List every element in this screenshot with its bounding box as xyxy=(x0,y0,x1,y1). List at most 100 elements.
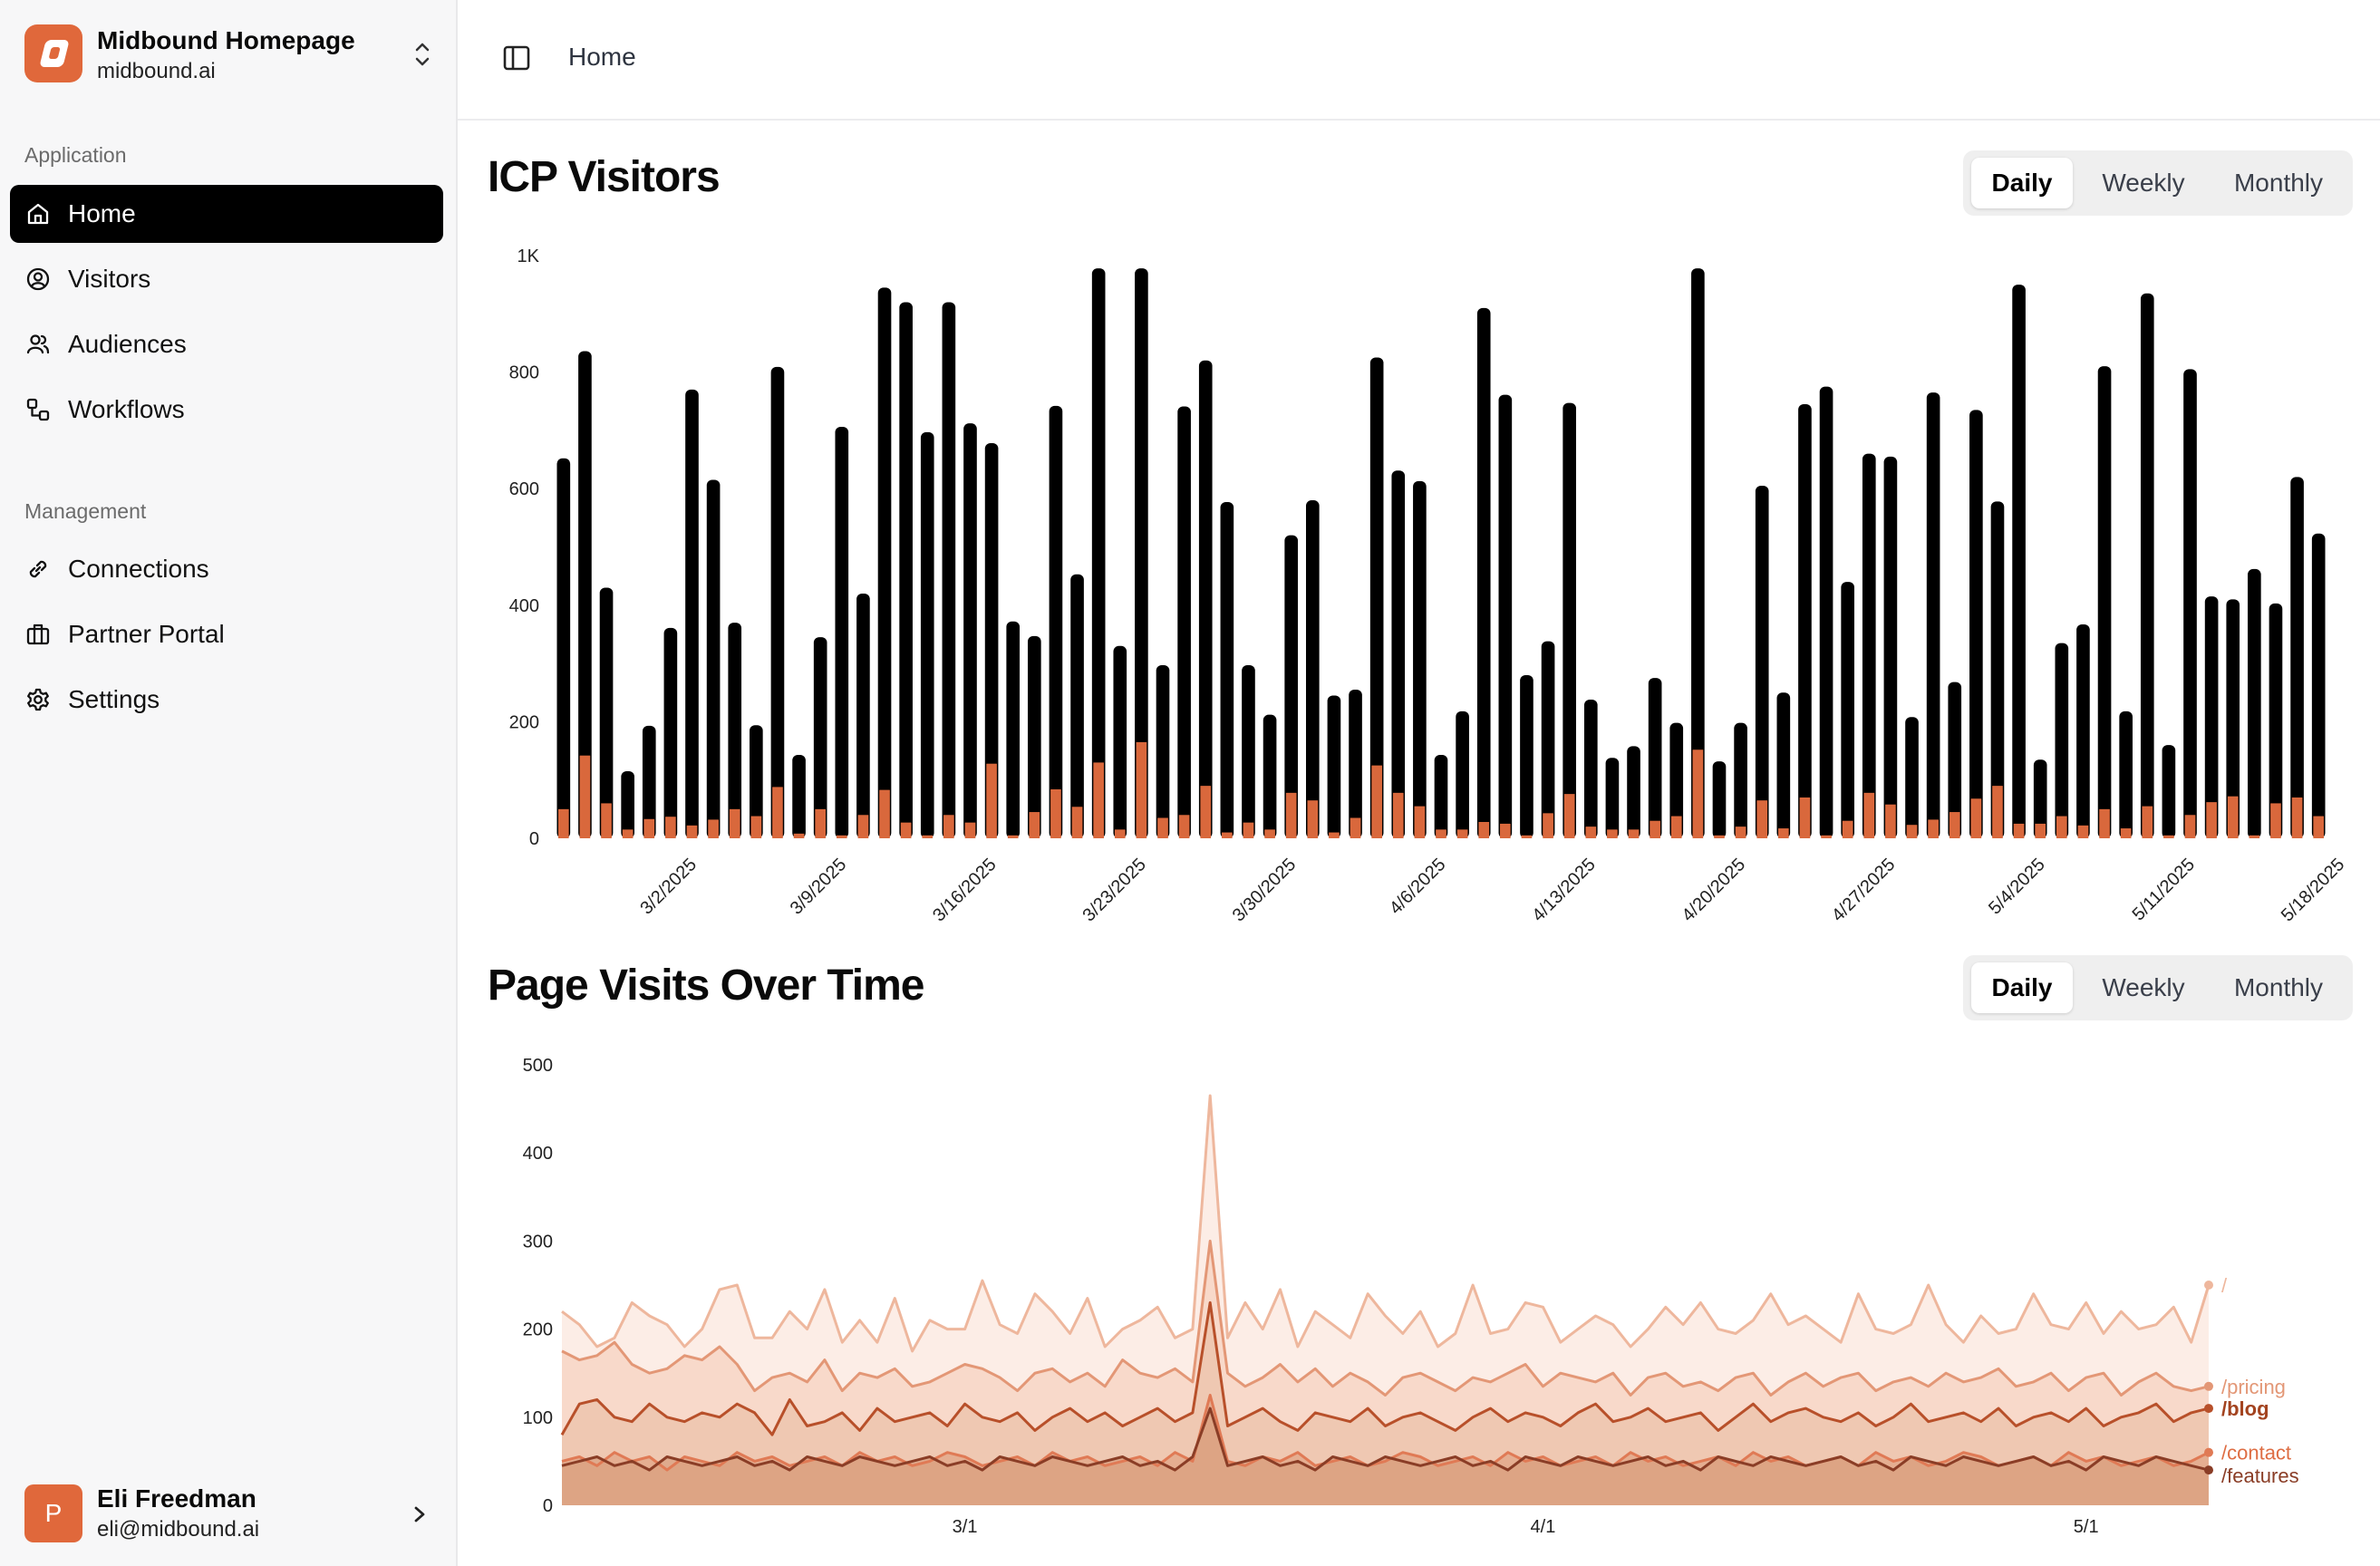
bar-icp xyxy=(1007,835,1019,838)
bar-total xyxy=(2012,285,2026,838)
bar-icp xyxy=(2206,802,2217,838)
series-line xyxy=(561,1094,2211,1353)
period-weekly-button[interactable]: Weekly xyxy=(2102,973,2185,1001)
x-tick-label: 4/1 xyxy=(1531,1517,1556,1537)
x-tick-label: 4/6/2025 xyxy=(1386,855,1450,919)
series-end-point xyxy=(2204,1381,2213,1391)
bar-total xyxy=(856,593,870,838)
bar-icp xyxy=(1392,792,1404,838)
sidebar-item-connections[interactable]: Connections xyxy=(10,540,443,598)
bar-icp xyxy=(1650,820,1660,838)
bar-icp xyxy=(1285,792,1297,838)
bar-icp xyxy=(601,803,612,838)
bar-icp xyxy=(2291,797,2303,838)
sidebar-item-visitors[interactable]: Visitors xyxy=(10,250,443,308)
series-label: /features xyxy=(2221,1464,2299,1487)
bar-total xyxy=(1028,635,1041,838)
bar-icp xyxy=(1200,786,1212,838)
user-name: Eli Freedman xyxy=(97,1484,256,1513)
x-tick-label: 5/18/2025 xyxy=(2278,855,2347,925)
bar-icp xyxy=(708,819,719,838)
icp-visitors-chart: 0 200 400 600 800 1K 3/2/2025 3/9/2025 3/16/2025… xyxy=(509,246,2347,925)
series-end-point xyxy=(2204,1404,2213,1414)
period-monthly-button[interactable]: Monthly xyxy=(2233,169,2324,197)
period-weekly-button[interactable]: Weekly xyxy=(2102,169,2185,197)
series-area xyxy=(562,1302,2209,1505)
bar-total xyxy=(599,587,614,838)
period-daily-button[interactable]: Daily xyxy=(1971,962,2073,1013)
workspace-switcher[interactable]: Midbound Homepage midbound.ai xyxy=(24,24,441,86)
period-monthly-button[interactable]: Monthly xyxy=(2233,973,2324,1001)
sidebar-item-partner-portal[interactable]: Partner Portal xyxy=(10,605,443,663)
bar-icp xyxy=(1628,829,1640,838)
chevron-up-down-icon[interactable] xyxy=(411,38,434,71)
bar-icp xyxy=(1714,835,1725,838)
sidebar-item-audiences[interactable]: Audiences xyxy=(10,315,443,373)
bar-total xyxy=(1798,403,1812,838)
bar-icp xyxy=(1970,798,1982,838)
bar-icp xyxy=(2313,816,2325,838)
bar-icp xyxy=(836,835,847,838)
bar-total xyxy=(899,302,913,838)
x-tick-label: 5/4/2025 xyxy=(1985,855,2049,919)
bar-icp xyxy=(1885,804,1896,838)
bar-total xyxy=(1391,470,1406,838)
bar-total xyxy=(2097,366,2112,838)
bar-icp xyxy=(729,808,740,838)
bar-icp xyxy=(1670,816,1682,838)
x-tick-label: 3/16/2025 xyxy=(929,855,1000,925)
bar-icp xyxy=(2142,806,2153,838)
bar-icp xyxy=(2184,815,2196,838)
bar-total xyxy=(1305,500,1320,838)
sidebar-item-settings[interactable]: Settings xyxy=(10,671,443,729)
bar-total xyxy=(2248,568,2261,838)
x-tick-label: 5/11/2025 xyxy=(2129,855,2199,924)
y-tick-label: 500 xyxy=(523,1056,553,1076)
bar-total xyxy=(1712,761,1727,838)
period-daily-button[interactable]: Daily xyxy=(1971,158,2073,208)
bar-total xyxy=(2269,603,2283,838)
bar-icp xyxy=(1456,829,1468,838)
y-tick-label: 200 xyxy=(523,1320,553,1340)
y-tick-label: 800 xyxy=(509,363,539,383)
breadcrumb[interactable]: Home xyxy=(568,43,636,71)
bar-icp xyxy=(1329,832,1340,838)
bar-icp xyxy=(1992,786,2003,838)
bar-icp xyxy=(1050,788,1061,838)
sidebar-item-home[interactable]: Home xyxy=(10,185,443,243)
bar-icp xyxy=(1585,826,1597,838)
page-visits-title: Page Visits Over Time xyxy=(488,962,924,1010)
bar-total xyxy=(1177,406,1191,838)
bar-icp xyxy=(1563,794,1575,838)
bar-icp xyxy=(1350,817,1361,838)
sidebar-item-workflows[interactable]: Workflows xyxy=(10,381,443,439)
bar-icp xyxy=(943,815,954,838)
link-icon xyxy=(29,560,47,578)
bar-icp xyxy=(1607,829,1618,838)
bar-total xyxy=(1369,357,1384,838)
y-tick-label: 200 xyxy=(509,712,539,732)
bar-icp xyxy=(1157,817,1168,838)
user-menu[interactable]: P Eli Freedman eli@midbound.ai xyxy=(24,1484,441,1544)
bar-icp xyxy=(557,808,569,838)
x-tick-label: 3/1 xyxy=(953,1517,978,1537)
bar-total xyxy=(1605,758,1620,838)
bar-icp xyxy=(1799,797,1811,838)
bar-icp xyxy=(1178,815,1190,838)
bar-total xyxy=(642,725,656,838)
series-line xyxy=(561,1394,2210,1472)
bar-icp xyxy=(2249,835,2260,838)
bar-icp xyxy=(665,817,676,838)
series-label: / xyxy=(2221,1274,2228,1297)
bar-total xyxy=(1006,621,1021,838)
y-tick-label: 400 xyxy=(509,596,539,616)
series-line xyxy=(561,1406,2210,1472)
bar-icp xyxy=(815,808,827,838)
bar-icp xyxy=(1071,807,1083,838)
sidebar: Midbound Homepage midbound.ai Applicatio… xyxy=(0,0,458,1566)
page-visits-chart: 0 100 200 300 400 500 / /pricing/blog/contact/f… xyxy=(523,1056,2299,1537)
bar-total xyxy=(1755,485,1769,838)
y-tick-label: 100 xyxy=(523,1408,553,1428)
sidebar-toggle-icon[interactable] xyxy=(498,40,535,76)
bar-icp xyxy=(1821,835,1832,838)
